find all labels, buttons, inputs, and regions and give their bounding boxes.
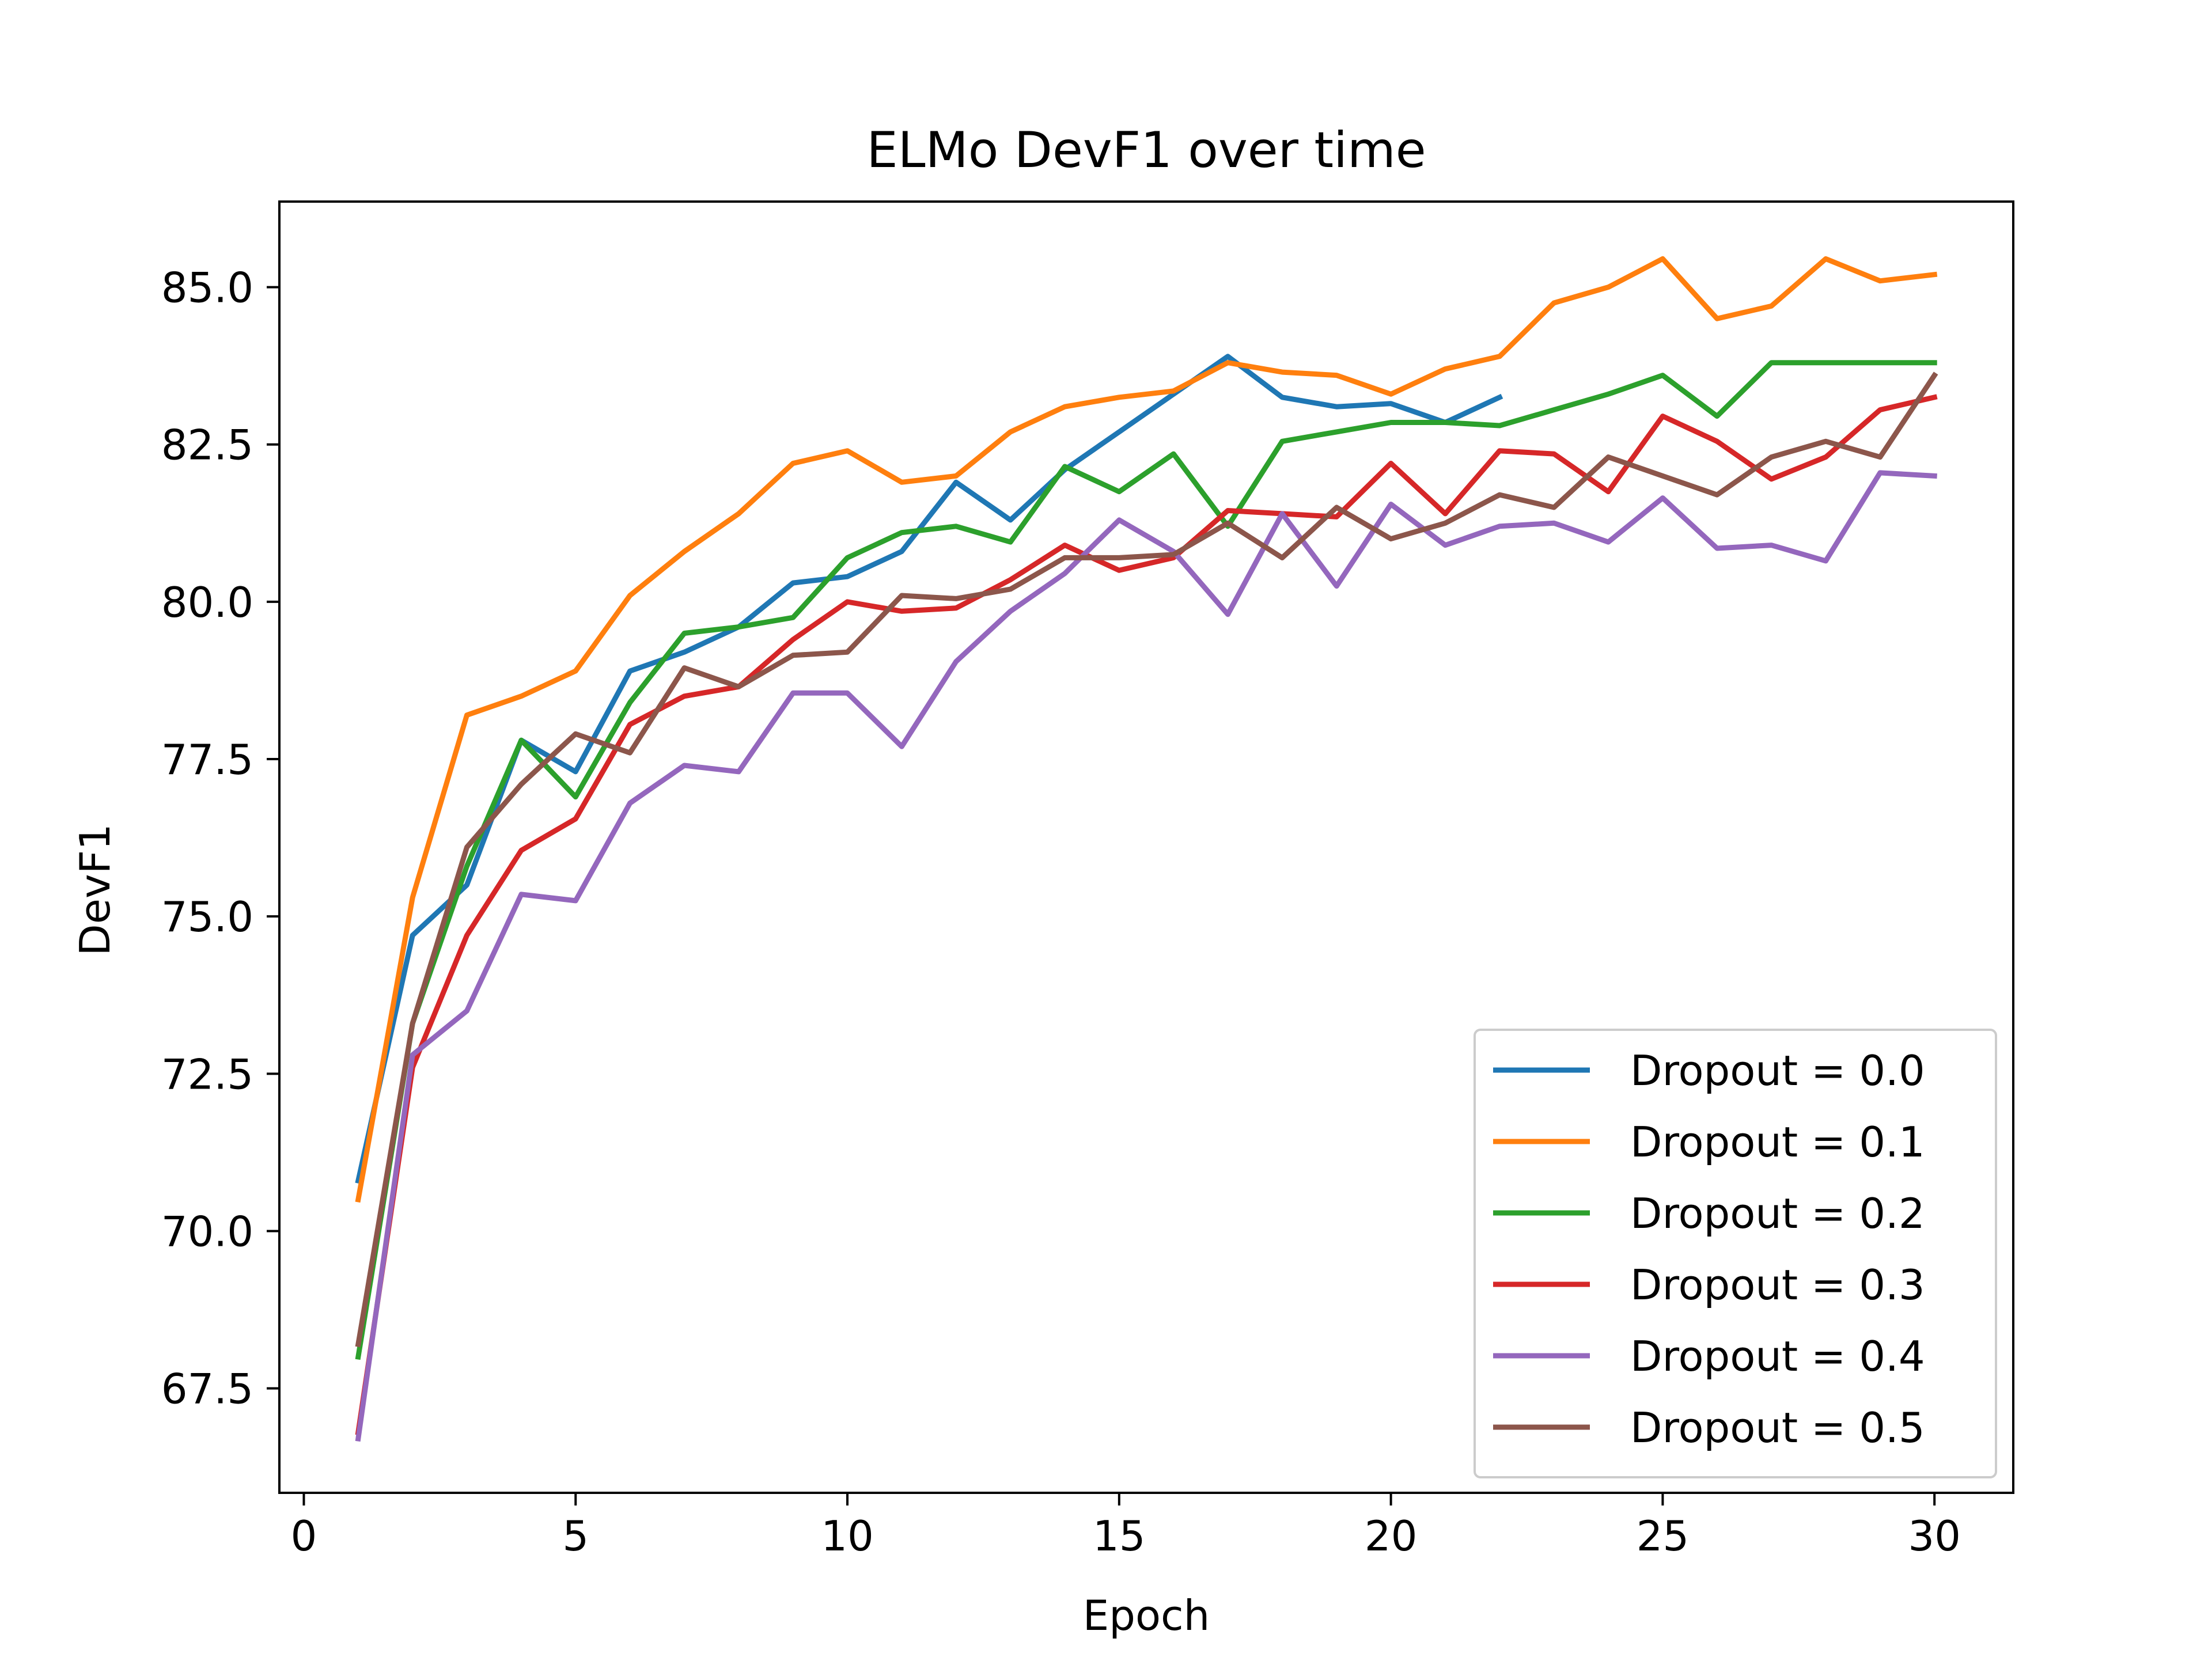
series-line-1 (355, 256, 1938, 1203)
y-tick-label: 77.5 (161, 735, 253, 784)
x-tick-label: 15 (1093, 1512, 1146, 1560)
y-tick-label: 75.0 (161, 893, 253, 941)
x-tick-label: 0 (291, 1512, 317, 1560)
legend-label-2: Dropout = 0.2 (1630, 1189, 1925, 1238)
x-axis-label: Epoch (1083, 1591, 1210, 1640)
plot-area: 0 5 10 15 20 25 30 67.5 70.0 72.5 75.0 77.5 80.0 82.5… (161, 200, 2014, 1560)
legend-label-5: Dropout = 0.5 (1630, 1404, 1925, 1452)
legend-label-1: Dropout = 0.1 (1630, 1118, 1925, 1166)
x-tick-label: 20 (1365, 1512, 1418, 1560)
legend-label-0: Dropout = 0.0 (1630, 1046, 1925, 1095)
series-line-4 (355, 470, 1937, 1442)
y-tick-label: 82.5 (161, 421, 253, 469)
y-tick-label: 80.0 (161, 578, 253, 627)
legend-label-4: Dropout = 0.4 (1630, 1332, 1925, 1381)
legend-label-3: Dropout = 0.3 (1630, 1261, 1925, 1309)
x-tick-label: 30 (1908, 1512, 1961, 1560)
series-line-2 (355, 360, 1937, 1360)
y-axis-label: DevF1 (71, 824, 119, 956)
y-tick-label: 70.0 (161, 1207, 253, 1256)
plot-frame (278, 200, 2014, 1494)
x-tick-label: 5 (562, 1512, 589, 1560)
y-tick-label: 72.5 (161, 1050, 253, 1098)
x-tick-label: 25 (1637, 1512, 1690, 1560)
series-line-5 (355, 371, 1938, 1348)
legend: Dropout = 0.0 Dropout = 0.1 Dropout = 0.2 D… (1474, 1029, 1997, 1478)
series-line-3 (355, 394, 1938, 1436)
chart-title: ELMo DevF1 over time (866, 122, 1426, 179)
x-tick-label: 10 (821, 1512, 874, 1560)
y-tick-label: 67.5 (161, 1365, 253, 1413)
y-tick-label: 85.0 (161, 264, 253, 312)
legend-box (1474, 1029, 1997, 1478)
